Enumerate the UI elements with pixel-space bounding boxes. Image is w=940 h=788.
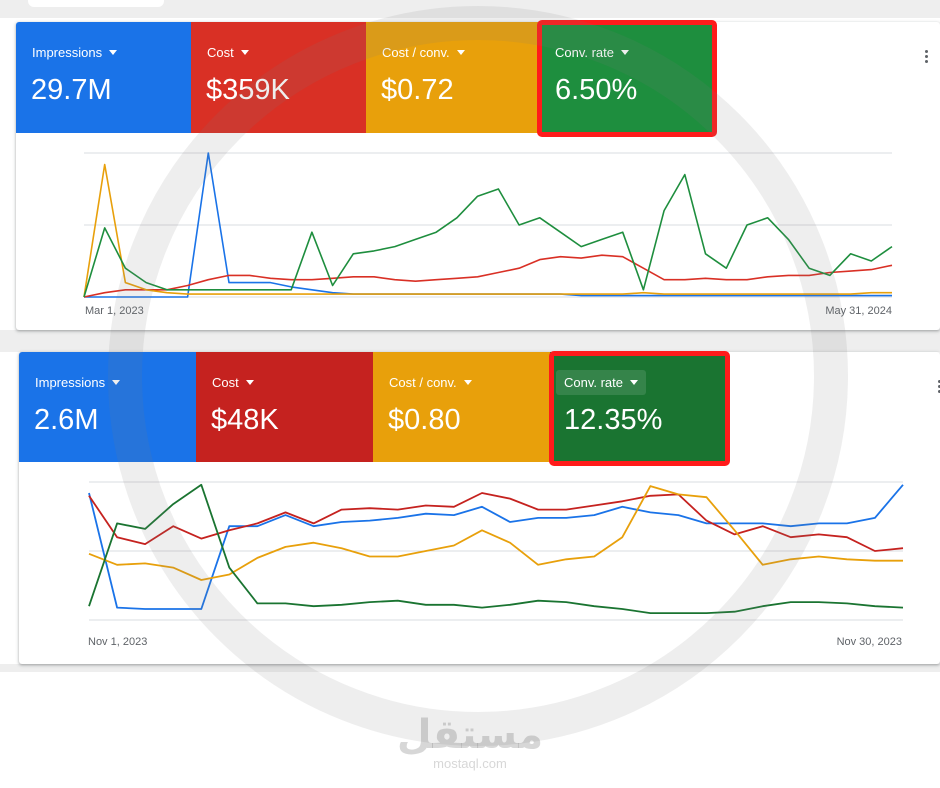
dropdown-caret-icon — [463, 380, 472, 385]
dropdown-caret-icon — [109, 50, 118, 55]
metric-value: $0.72 — [381, 74, 454, 106]
metric-conv-rate[interactable]: Conv. rate 6.50% — [541, 22, 716, 133]
x-axis-end-label: Nov 30, 2023 — [836, 636, 902, 648]
metric-name[interactable]: Cost — [212, 375, 254, 390]
performance-card-2: Impressions 2.6M Cost $48K Cost / conv. … — [19, 352, 940, 664]
watermark-logo-text: مستقل — [396, 713, 544, 757]
top-strip — [0, 0, 940, 8]
dropdown-caret-icon — [245, 380, 254, 385]
dropdown-caret-icon — [112, 380, 121, 385]
dropdown-caret-icon — [456, 50, 465, 55]
watermark-url: mostaql.com — [433, 756, 507, 771]
gray-band-middle — [0, 330, 940, 352]
chart-2 — [88, 481, 904, 621]
metric-cost[interactable]: Cost $359K — [191, 22, 366, 133]
gray-band-top — [0, 8, 940, 18]
chart-1 — [83, 152, 893, 298]
metric-value: $359K — [206, 74, 290, 106]
gray-band-bottom — [0, 664, 940, 672]
metric-value: $48K — [211, 404, 279, 436]
highlight-box — [537, 20, 717, 137]
metric-cost-per-conv[interactable]: Cost / conv. $0.80 — [373, 352, 550, 462]
metric-name[interactable]: Conv. rate — [556, 370, 647, 395]
metric-name[interactable]: Cost / conv. — [382, 45, 465, 60]
series-line-cost-conv — [88, 485, 903, 581]
more-options-icon[interactable] — [938, 380, 940, 395]
series-line-conv-rate — [88, 483, 904, 615]
metric-value: 12.35% — [564, 404, 663, 436]
metric-impressions[interactable]: Impressions 2.6M — [19, 352, 196, 462]
metric-conv-rate[interactable]: Conv. rate 12.35% — [550, 352, 727, 462]
dropdown-caret-icon — [240, 50, 249, 55]
x-axis-start-label: Nov 1, 2023 — [88, 636, 148, 648]
metric-value: 2.6M — [34, 404, 99, 436]
x-axis-end-label: May 31, 2024 — [825, 305, 892, 317]
highlight-box — [549, 351, 730, 466]
dropdown-caret-icon — [630, 380, 639, 385]
metric-value: 6.50% — [555, 74, 638, 106]
metric-name[interactable]: Impressions — [35, 375, 121, 390]
x-axis-start-label: Mar 1, 2023 — [85, 305, 144, 317]
metric-name[interactable]: Conv. rate — [555, 45, 630, 60]
performance-card-1: Impressions 29.7M Cost $359K Cost / conv… — [16, 22, 940, 330]
metric-value: $0.80 — [388, 404, 461, 436]
metric-cost[interactable]: Cost $48K — [196, 352, 373, 462]
more-options-icon[interactable] — [925, 50, 929, 65]
metric-name[interactable]: Cost / conv. — [389, 375, 472, 390]
metric-name[interactable]: Impressions — [32, 45, 118, 60]
top-tab — [28, 0, 164, 7]
metric-value: 29.7M — [31, 74, 112, 106]
metric-name[interactable]: Cost — [207, 45, 249, 60]
metric-cost-per-conv[interactable]: Cost / conv. $0.72 — [366, 22, 541, 133]
series-line-cost — [83, 254, 893, 298]
series-line-cost-conv — [83, 163, 892, 298]
dropdown-caret-icon — [621, 50, 630, 55]
series-line-conv-rate — [83, 173, 893, 298]
series-line-impressions — [88, 484, 904, 610]
series-line-cost — [88, 492, 904, 552]
metric-impressions[interactable]: Impressions 29.7M — [16, 22, 191, 133]
